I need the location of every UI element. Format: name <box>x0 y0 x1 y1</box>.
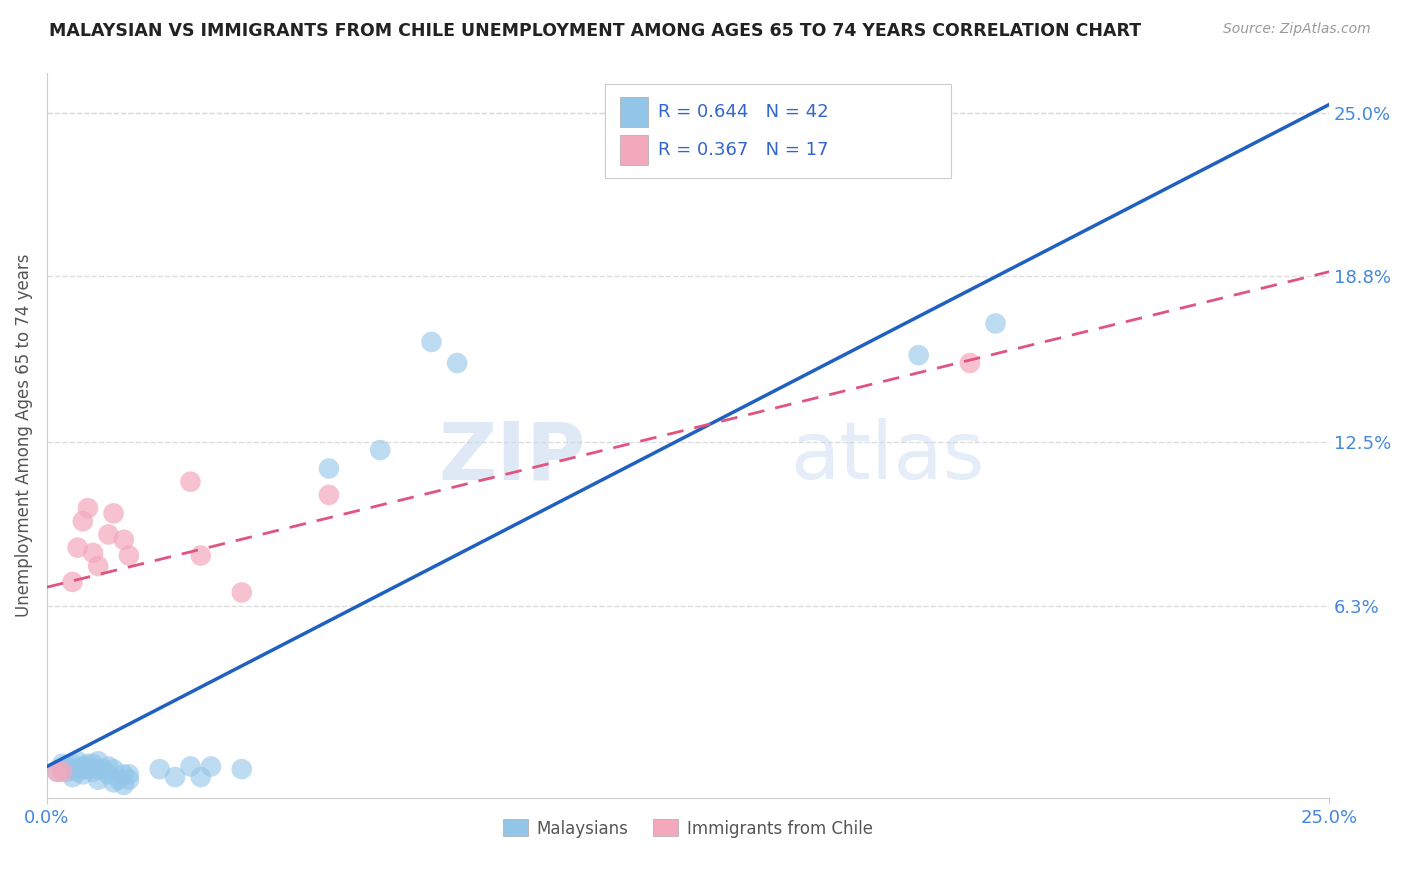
Point <box>179 759 201 773</box>
Point <box>446 356 468 370</box>
Point <box>97 759 120 773</box>
Point <box>87 559 110 574</box>
Point <box>66 762 89 776</box>
Point <box>77 501 100 516</box>
Point <box>77 756 100 771</box>
Point <box>87 762 110 776</box>
FancyBboxPatch shape <box>620 97 648 128</box>
FancyBboxPatch shape <box>620 135 648 165</box>
Point <box>66 764 89 779</box>
Point <box>179 475 201 489</box>
Point <box>107 772 129 787</box>
Point <box>87 772 110 787</box>
Point <box>959 356 981 370</box>
Point <box>82 546 104 560</box>
Point <box>112 533 135 547</box>
Text: R = 0.644   N = 42: R = 0.644 N = 42 <box>658 103 830 121</box>
FancyBboxPatch shape <box>605 84 950 178</box>
Point <box>77 762 100 776</box>
Point <box>103 775 125 789</box>
Point <box>103 507 125 521</box>
Point <box>62 574 84 589</box>
Point <box>51 756 73 771</box>
Point <box>46 764 69 779</box>
Point <box>62 756 84 771</box>
Point <box>56 764 79 779</box>
Point <box>149 762 172 776</box>
Point <box>97 767 120 781</box>
Point <box>72 759 94 773</box>
Point <box>46 764 69 779</box>
Point <box>112 778 135 792</box>
Y-axis label: Unemployment Among Ages 65 to 74 years: Unemployment Among Ages 65 to 74 years <box>15 254 32 617</box>
Point <box>72 767 94 781</box>
Text: MALAYSIAN VS IMMIGRANTS FROM CHILE UNEMPLOYMENT AMONG AGES 65 TO 74 YEARS CORREL: MALAYSIAN VS IMMIGRANTS FROM CHILE UNEMP… <box>49 22 1142 40</box>
Point <box>318 488 340 502</box>
Point <box>103 762 125 776</box>
Point <box>200 759 222 773</box>
Point <box>82 756 104 771</box>
Point <box>118 549 141 563</box>
Point <box>318 461 340 475</box>
Point <box>82 764 104 779</box>
Point <box>420 334 443 349</box>
Point <box>190 770 212 784</box>
Text: atlas: atlas <box>790 418 984 496</box>
Point <box>118 772 141 787</box>
Point <box>72 514 94 528</box>
Text: R = 0.367   N = 17: R = 0.367 N = 17 <box>658 141 830 159</box>
Text: Source: ZipAtlas.com: Source: ZipAtlas.com <box>1223 22 1371 37</box>
Point <box>984 317 1007 331</box>
Legend: Malaysians, Immigrants from Chile: Malaysians, Immigrants from Chile <box>496 813 879 844</box>
Point <box>66 541 89 555</box>
Point <box>165 770 187 784</box>
Point <box>97 527 120 541</box>
Point <box>62 762 84 776</box>
Point <box>56 759 79 773</box>
Point <box>118 767 141 781</box>
Text: ZIP: ZIP <box>439 418 585 496</box>
Point <box>87 754 110 768</box>
Point <box>91 762 114 776</box>
Point <box>231 762 253 776</box>
Point <box>51 762 73 776</box>
Point <box>231 585 253 599</box>
Point <box>907 348 929 362</box>
Point <box>62 770 84 784</box>
Point <box>66 754 89 768</box>
Point <box>51 764 73 779</box>
Point <box>190 549 212 563</box>
Point <box>368 443 391 458</box>
Point <box>112 767 135 781</box>
